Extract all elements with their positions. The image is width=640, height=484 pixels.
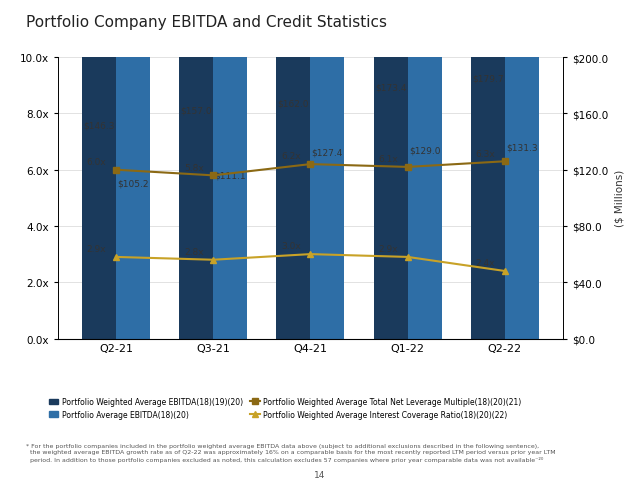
- Text: $129.0: $129.0: [409, 146, 440, 155]
- Text: $127.4: $127.4: [312, 148, 343, 157]
- Bar: [276, 0, 310, 339]
- Text: 5.8x: 5.8x: [184, 164, 204, 172]
- Text: $105.2: $105.2: [117, 180, 148, 188]
- Text: 6.1x: 6.1x: [378, 155, 398, 164]
- Text: 6.3x: 6.3x: [476, 150, 495, 158]
- Bar: [408, 0, 442, 339]
- Text: $162.0: $162.0: [278, 100, 309, 108]
- Text: 2.8x: 2.8x: [184, 248, 204, 257]
- Text: $111.1: $111.1: [214, 171, 246, 180]
- Text: $173.4: $173.4: [375, 84, 406, 92]
- Text: Portfolio Company EBITDA and Credit Statistics: Portfolio Company EBITDA and Credit Stat…: [26, 15, 387, 30]
- Text: $157.0: $157.0: [180, 106, 212, 116]
- Text: 2.9x: 2.9x: [86, 245, 106, 254]
- Bar: [116, 0, 150, 339]
- Bar: [471, 0, 505, 339]
- Bar: [310, 0, 344, 339]
- Text: 2.4x: 2.4x: [476, 259, 495, 268]
- Bar: [82, 0, 116, 339]
- Text: 6.0x: 6.0x: [86, 158, 106, 166]
- Text: 6.2x: 6.2x: [281, 152, 301, 161]
- Text: 2.9x: 2.9x: [378, 245, 398, 254]
- Y-axis label: ($ Millions): ($ Millions): [614, 170, 624, 227]
- Text: 3.0x: 3.0x: [281, 242, 301, 251]
- Text: 14: 14: [314, 470, 326, 479]
- Text: $179.7: $179.7: [472, 75, 504, 84]
- Bar: [213, 0, 247, 339]
- Text: $131.3: $131.3: [506, 143, 538, 151]
- Text: $146.3: $146.3: [83, 121, 115, 131]
- Bar: [505, 0, 539, 339]
- Legend: Portfolio Weighted Average EBITDA(18)(19)(20), Portfolio Average EBITDA(18)(20),: Portfolio Weighted Average EBITDA(18)(19…: [45, 394, 525, 422]
- Bar: [179, 0, 213, 339]
- Bar: [374, 0, 408, 339]
- Text: * For the portfolio companies included in the portfolio weighted average EBITDA : * For the portfolio companies included i…: [26, 443, 556, 462]
